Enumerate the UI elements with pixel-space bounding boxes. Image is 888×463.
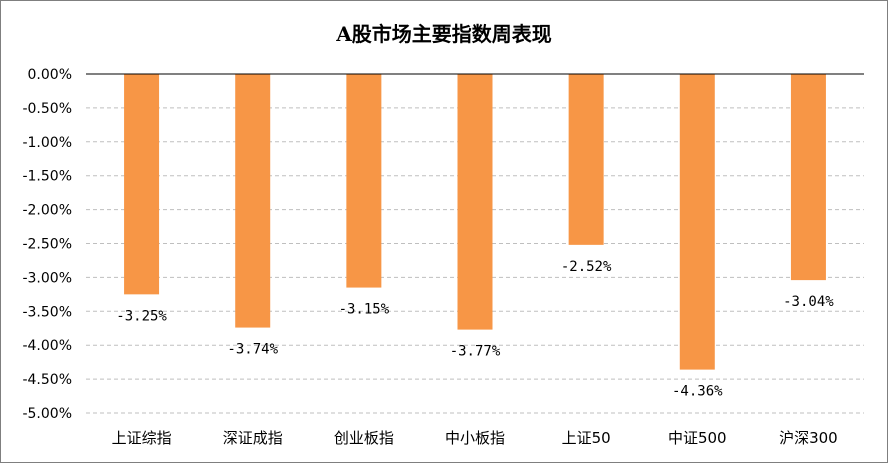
y-tick-label: -2.50% — [22, 237, 72, 253]
bar — [568, 74, 604, 245]
bar — [235, 74, 271, 328]
data-label: -3.74% — [227, 342, 278, 358]
x-tick-label: 中小板指 — [445, 429, 505, 447]
x-tick-label: 中证500 — [668, 429, 727, 447]
x-tick-label: 上证50 — [562, 429, 611, 447]
y-tick-label: 0.00% — [28, 67, 72, 83]
x-tick-label: 创业板指 — [334, 429, 394, 447]
y-tick-label: -0.50% — [22, 101, 72, 117]
data-label: -3.77% — [450, 344, 501, 360]
bar — [457, 74, 493, 330]
y-tick-label: -1.50% — [22, 169, 72, 185]
y-tick-label: -4.50% — [22, 372, 72, 388]
chart-title: A股市场主要指数周表现 — [336, 22, 552, 46]
x-tick-label: 深证成指 — [223, 429, 283, 447]
data-label: -3.04% — [783, 294, 834, 310]
bar — [346, 74, 382, 288]
bar — [124, 74, 160, 295]
data-label: -3.25% — [116, 308, 167, 324]
y-tick-label: -3.50% — [22, 304, 72, 320]
y-tick-label: -2.00% — [22, 203, 72, 219]
data-label: -4.36% — [672, 384, 723, 400]
y-tick-label: -3.00% — [22, 270, 72, 286]
y-tick-label: -1.00% — [22, 135, 72, 151]
data-label: -3.15% — [339, 302, 390, 318]
data-label: -2.52% — [561, 259, 612, 275]
x-tick-label: 上证综指 — [112, 429, 172, 447]
x-tick-label: 沪深300 — [779, 429, 838, 447]
bar — [790, 74, 826, 281]
y-tick-label: -5.00% — [22, 406, 72, 422]
y-tick-label: -4.00% — [22, 338, 72, 354]
bar — [679, 74, 715, 370]
